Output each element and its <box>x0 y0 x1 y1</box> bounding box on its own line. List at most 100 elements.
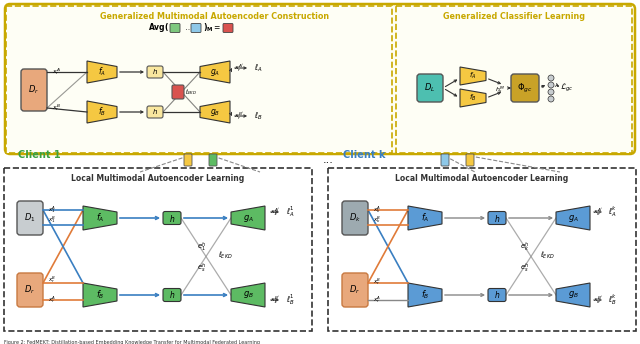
FancyBboxPatch shape <box>209 154 217 166</box>
Polygon shape <box>83 206 117 230</box>
Text: $x_k^A$: $x_k^A$ <box>373 205 381 215</box>
Text: $\ell_B$: $\ell_B$ <box>254 110 262 122</box>
Text: $f_B$: $f_B$ <box>469 93 477 103</box>
FancyBboxPatch shape <box>396 6 632 153</box>
FancyBboxPatch shape <box>170 23 180 32</box>
FancyBboxPatch shape <box>342 201 368 235</box>
Text: $x_1^B$: $x_1^B$ <box>48 215 56 225</box>
Text: $g_B$: $g_B$ <box>243 290 253 301</box>
FancyBboxPatch shape <box>488 289 506 301</box>
Text: $h$: $h$ <box>152 107 158 117</box>
Text: Client 1: Client 1 <box>18 150 61 160</box>
Polygon shape <box>408 206 442 230</box>
Text: $x_r^B$: $x_r^B$ <box>52 103 61 114</box>
Text: $\ell_{EKD}$: $\ell_{EKD}$ <box>218 249 233 261</box>
Circle shape <box>548 89 554 95</box>
Text: $D_L$: $D_L$ <box>424 82 436 94</box>
Polygon shape <box>83 283 117 307</box>
FancyBboxPatch shape <box>191 23 201 32</box>
Polygon shape <box>87 101 117 123</box>
Text: $f_A$: $f_A$ <box>96 212 104 224</box>
Text: $h$: $h$ <box>494 213 500 224</box>
Text: $D_k$: $D_k$ <box>349 212 361 224</box>
Text: $e_k^h$: $e_k^h$ <box>520 240 529 254</box>
Polygon shape <box>200 61 230 83</box>
Circle shape <box>548 75 554 81</box>
FancyBboxPatch shape <box>17 201 43 235</box>
Text: $x_r^A$: $x_r^A$ <box>48 294 56 305</box>
Text: $g_A$: $g_A$ <box>568 213 579 224</box>
Text: ...: ... <box>323 155 333 165</box>
FancyBboxPatch shape <box>417 74 443 102</box>
Text: $D_r$: $D_r$ <box>349 284 360 296</box>
Text: $e_s^h$: $e_s^h$ <box>197 261 206 275</box>
Polygon shape <box>460 67 486 85</box>
Text: $f_A$: $f_A$ <box>420 212 429 224</box>
FancyBboxPatch shape <box>342 273 368 307</box>
Text: $h$: $h$ <box>152 67 158 76</box>
Polygon shape <box>460 89 486 107</box>
FancyBboxPatch shape <box>147 106 163 118</box>
Text: $x_1^{A'}$: $x_1^{A'}$ <box>270 206 280 217</box>
Text: Generalized Multimodal Autoencoder Construction: Generalized Multimodal Autoencoder Const… <box>100 12 329 21</box>
Text: Local Multimodal Autoencoder Learning: Local Multimodal Autoencoder Learning <box>72 174 244 183</box>
Text: $x_1^{B'}$: $x_1^{B'}$ <box>270 294 280 305</box>
Text: $f_B$: $f_B$ <box>98 106 106 118</box>
FancyBboxPatch shape <box>488 212 506 225</box>
Text: $x_k^{A'}$: $x_k^{A'}$ <box>593 206 603 217</box>
Text: $D_r$: $D_r$ <box>24 284 36 296</box>
Text: $\ell_B^k$: $\ell_B^k$ <box>608 292 617 308</box>
Text: Local Multimodal Autoencoder Learning: Local Multimodal Autoencoder Learning <box>396 174 568 183</box>
Text: $x_r^A$: $x_r^A$ <box>373 294 381 305</box>
FancyBboxPatch shape <box>4 168 312 331</box>
Text: $h$: $h$ <box>169 290 175 301</box>
FancyBboxPatch shape <box>441 154 449 166</box>
Text: $x_k^B$: $x_k^B$ <box>373 215 381 225</box>
Text: $\mathbf{Avg(}$: $\mathbf{Avg(}$ <box>148 21 169 34</box>
FancyBboxPatch shape <box>163 212 181 225</box>
Text: $x_r^{A'}$: $x_r^{A'}$ <box>234 63 244 74</box>
Polygon shape <box>556 283 590 307</box>
Text: $\ell_B^1$: $\ell_B^1$ <box>286 292 294 308</box>
FancyBboxPatch shape <box>466 154 474 166</box>
Text: Generalized Classifier Learning: Generalized Classifier Learning <box>443 12 585 21</box>
FancyBboxPatch shape <box>511 74 539 102</box>
Polygon shape <box>87 61 117 83</box>
Text: $\mathcal{L}_{gc}$: $\mathcal{L}_{gc}$ <box>560 82 573 94</box>
FancyBboxPatch shape <box>21 69 47 111</box>
Text: $x_r^B$: $x_r^B$ <box>48 275 56 286</box>
Polygon shape <box>200 101 230 123</box>
Text: $e_s^h$: $e_s^h$ <box>520 261 529 275</box>
Text: $f_A$: $f_A$ <box>469 71 477 81</box>
Text: $x_r^A$: $x_r^A$ <box>52 67 61 77</box>
FancyBboxPatch shape <box>17 273 43 307</box>
Text: $x_1^A$: $x_1^A$ <box>48 205 56 215</box>
Text: $h$: $h$ <box>494 290 500 301</box>
FancyBboxPatch shape <box>184 154 192 166</box>
Text: $\mathbf{)_M}=$: $\mathbf{)_M}=$ <box>203 22 221 34</box>
Text: Figure 2: FedMEKT: Distillation-based Embedding Knowledge Transfer for Multimoda: Figure 2: FedMEKT: Distillation-based Em… <box>4 340 260 344</box>
Text: $f_A$: $f_A$ <box>98 66 106 78</box>
Text: $h_s^M$: $h_s^M$ <box>495 85 505 95</box>
Text: $D_1$: $D_1$ <box>24 212 36 224</box>
Text: $g_A$: $g_A$ <box>243 213 253 224</box>
Text: $e_1^h$: $e_1^h$ <box>197 240 206 254</box>
Text: $h$: $h$ <box>169 213 175 224</box>
Polygon shape <box>231 283 265 307</box>
FancyBboxPatch shape <box>328 168 636 331</box>
Text: $\ell_{EKD}$: $\ell_{EKD}$ <box>185 87 197 97</box>
Text: $\ell_A^k$: $\ell_A^k$ <box>608 205 617 219</box>
Text: $f_B$: $f_B$ <box>420 289 429 301</box>
Text: ...: ... <box>183 23 193 32</box>
Text: $g_B$: $g_B$ <box>568 290 579 301</box>
Text: $x_k^{B'}$: $x_k^{B'}$ <box>593 294 603 305</box>
Text: $g_A$: $g_A$ <box>210 66 220 77</box>
Text: Client k: Client k <box>343 150 385 160</box>
Text: $g_B$: $g_B$ <box>210 107 220 118</box>
FancyBboxPatch shape <box>223 23 233 32</box>
Circle shape <box>548 82 554 88</box>
Circle shape <box>548 96 554 102</box>
Polygon shape <box>231 206 265 230</box>
Text: $x_r^B$: $x_r^B$ <box>373 277 381 287</box>
Text: $D_r$: $D_r$ <box>28 84 40 96</box>
